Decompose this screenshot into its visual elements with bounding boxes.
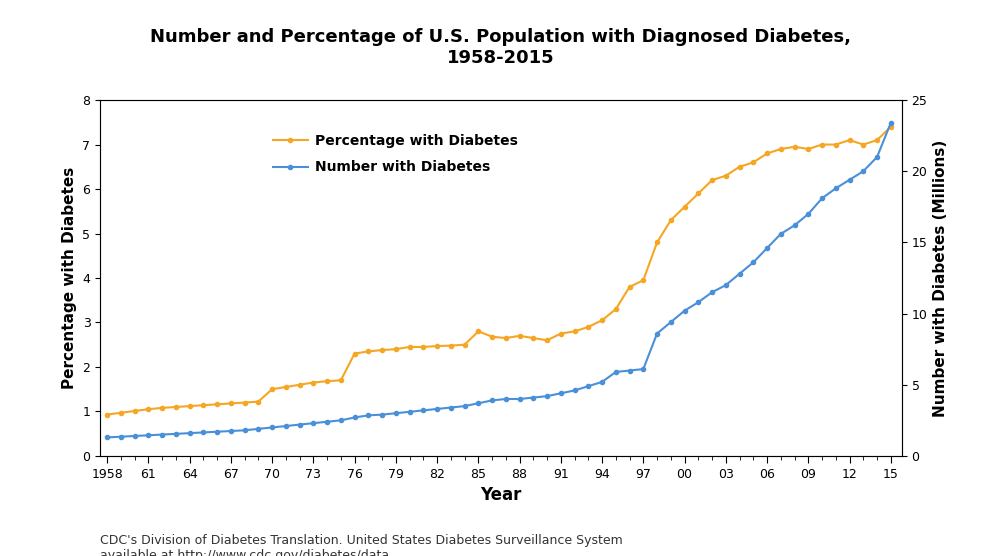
Legend: Percentage with Diabetes, Number with Diabetes: Percentage with Diabetes, Number with Di… — [268, 128, 523, 180]
Number with Diabetes — [858, 168, 870, 175]
Line: Percentage with Diabetes: Percentage with Diabetes — [105, 125, 893, 416]
Number with Diabetes — [678, 307, 690, 314]
Number with Diabetes — [294, 421, 306, 428]
Number with Diabetes — [280, 423, 292, 429]
Number with Diabetes — [623, 367, 635, 374]
Percentage with Diabetes — [678, 203, 690, 210]
Text: CDC's Division of Diabetes Translation. United States Diabetes Surveillance Syst: CDC's Division of Diabetes Translation. … — [100, 534, 623, 556]
Percentage with Diabetes — [101, 411, 113, 418]
Text: Number and Percentage of U.S. Population with Diagnosed Diabetes,
1958-2015: Number and Percentage of U.S. Population… — [150, 28, 852, 67]
Number with Diabetes — [101, 434, 113, 441]
Line: Number with Diabetes: Number with Diabetes — [105, 121, 893, 439]
Y-axis label: Number with Diabetes (Millions): Number with Diabetes (Millions) — [933, 140, 948, 416]
Percentage with Diabetes — [885, 123, 897, 130]
Percentage with Diabetes — [294, 381, 306, 388]
Percentage with Diabetes — [858, 141, 870, 148]
Number with Diabetes — [885, 120, 897, 126]
Percentage with Diabetes — [280, 384, 292, 390]
Percentage with Diabetes — [623, 284, 635, 290]
Y-axis label: Percentage with Diabetes: Percentage with Diabetes — [62, 167, 77, 389]
X-axis label: Year: Year — [480, 486, 522, 504]
Number with Diabetes — [762, 245, 774, 251]
Percentage with Diabetes — [762, 150, 774, 157]
